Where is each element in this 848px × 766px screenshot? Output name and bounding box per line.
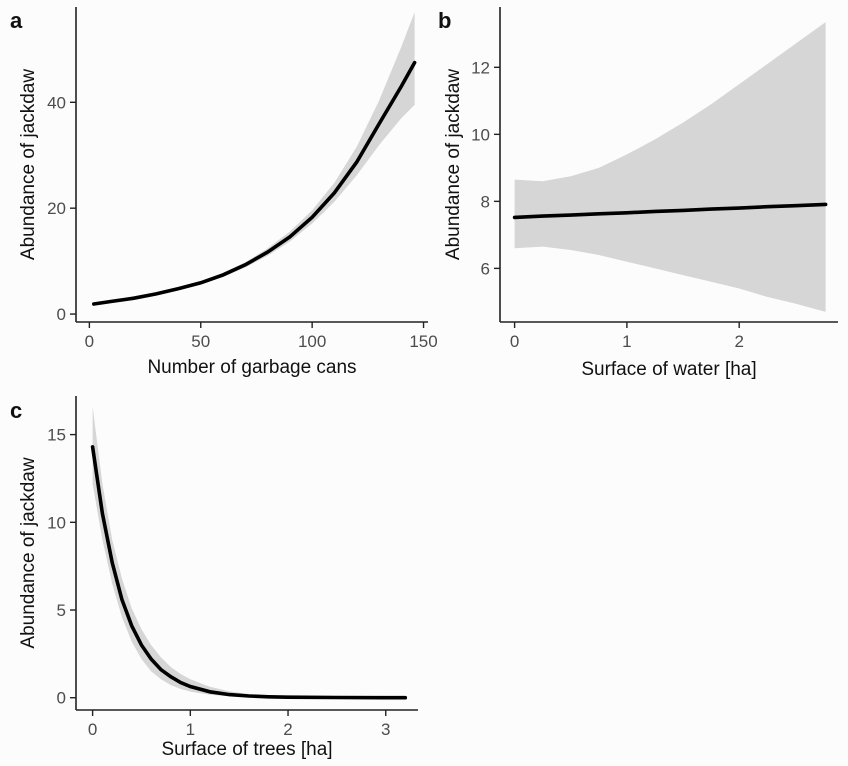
fitted-line	[90, 445, 408, 700]
x-tick-label: 0	[85, 332, 94, 351]
x-tick-label: 3	[381, 720, 390, 739]
fitted-line	[512, 202, 828, 220]
y-tick-label: 6	[481, 259, 490, 278]
x-tick-label: 1	[186, 720, 195, 739]
panel-letter: a	[10, 8, 23, 33]
confidence-band	[92, 406, 406, 698]
panel-letter: b	[438, 8, 451, 33]
x-tick-label: 150	[409, 332, 437, 351]
x-tick-label: 100	[298, 332, 326, 351]
x-axis-title: Number of garbage cans	[147, 357, 356, 378]
fitted-line	[92, 60, 417, 306]
y-axis-title: Abundance of jackdaw	[18, 457, 39, 648]
y-tick-label: 0	[57, 305, 66, 324]
panel-letter: c	[10, 398, 22, 423]
x-axis-title: Surface of water [ha]	[581, 359, 756, 380]
y-tick-label: 10	[47, 513, 66, 532]
y-tick-label: 12	[471, 58, 490, 77]
y-tick-label: 10	[471, 125, 490, 144]
x-tick-label: 0	[88, 720, 97, 739]
panel-a: 0 50 100 150 0 20 40 Number of garbage cans Abun…	[10, 7, 438, 378]
x-tick-label: 2	[734, 332, 743, 351]
y-axis-title: Abundance of jackdaw	[443, 69, 464, 260]
panel-c: 0 1 2 3 0 5 10 15 Surface of trees [ha] Abundance…	[10, 396, 418, 760]
y-axis-title: Abundance of jackdaw	[18, 69, 39, 260]
y-tick-label: 40	[47, 93, 66, 112]
y-tick-label: 20	[47, 199, 66, 218]
confidence-band	[514, 22, 826, 312]
x-tick-label: 0	[510, 332, 519, 351]
y-tick-label: 0	[57, 689, 66, 708]
x-tick-label: 2	[283, 720, 292, 739]
x-axis-title: Surface of trees [ha]	[161, 739, 332, 760]
y-tick-label: 15	[47, 426, 66, 445]
x-tick-label: 1	[622, 332, 631, 351]
y-tick-label: 8	[481, 192, 490, 211]
confidence-band	[93, 12, 415, 306]
y-tick-label: 5	[57, 601, 66, 620]
x-tick-label: 50	[191, 332, 210, 351]
